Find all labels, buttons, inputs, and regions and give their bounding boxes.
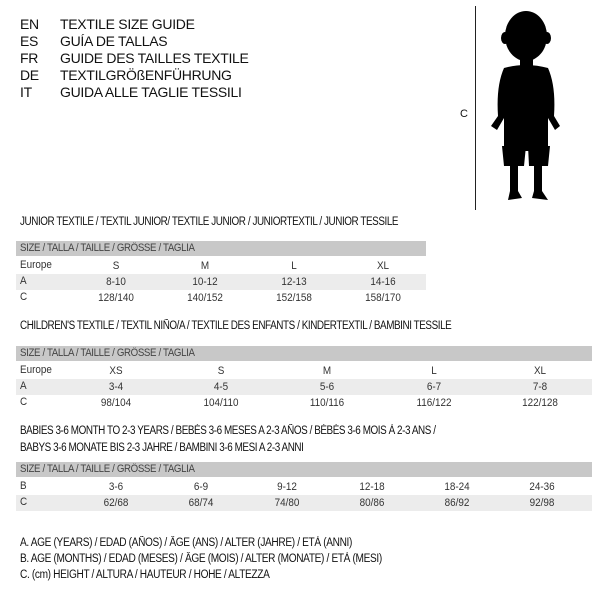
row-label: Europe (20, 364, 52, 376)
table-cell: 14-16 (370, 276, 396, 288)
lang-code: ES (20, 33, 39, 49)
row-label: A (20, 275, 27, 287)
table-row: B 3-6 6-9 9-12 12-18 18-24 24-36 (16, 479, 592, 495)
table-cell: 86/92 (444, 497, 470, 509)
table-cell: 6-9 (193, 481, 209, 493)
size-header-bar: SIZE / TALLA / TAILLE / GRÖSSE / TAGLIA (16, 462, 592, 477)
table-cell: 74/80 (274, 497, 300, 509)
size-header-label: SIZE / TALLA / TAILLE / GRÖSSE / TAGLIA (20, 242, 195, 254)
babies-section-title: BABIES 3-6 MONTH TO 2-3 YEARS / BEBÉS 3-… (20, 425, 436, 437)
table-cell: 18-24 (444, 481, 470, 493)
table-cell: L (291, 260, 297, 272)
lang-title: GUIDA ALLE TAGLIE TESSILI (60, 84, 242, 100)
legend-a: A. AGE (YEARS) / EDAD (AÑOS) / ÂGE (ANS)… (20, 537, 353, 549)
table-cell: 80/86 (359, 497, 385, 509)
table-row: A 8-10 10-12 12-13 14-16 (16, 274, 426, 290)
table-row: C 128/140 140/152 152/158 158/170 (16, 290, 426, 306)
height-label: C (460, 108, 468, 120)
size-header-label: SIZE / TALLA / TAILLE / GRÖSSE / TAGLIA (20, 347, 195, 359)
table-cell: 3-6 (108, 481, 124, 493)
legend-c: C. (cm) HEIGHT / ALTURA / HAUTEUR / HÖHE… (20, 569, 270, 581)
table-cell: 7-8 (532, 381, 548, 393)
table-cell: S (112, 260, 120, 272)
table-cell: 12-18 (359, 481, 385, 493)
table-cell: 68/74 (188, 497, 214, 509)
table-cell: 62/68 (103, 497, 129, 509)
row-label: C (20, 396, 28, 408)
table-cell: 12-13 (281, 276, 307, 288)
babies-section-title-line2: BABYS 3-6 MONATE BIS 2-3 JAHRE / BAMBINI… (20, 442, 304, 454)
lang-code: IT (20, 84, 32, 100)
row-label: Europe (20, 259, 52, 271)
table-cell: 92/98 (529, 497, 555, 509)
child-silhouette-icon (491, 11, 560, 200)
table-row: C 98/104 104/110 110/116 116/122 122/128 (16, 395, 592, 411)
table-cell: 10-12 (192, 276, 218, 288)
lang-code: FR (20, 50, 39, 66)
table-cell: S (217, 365, 225, 377)
lang-title: TEXTILGRÖßENFÜHRUNG (60, 67, 232, 83)
lang-title: GUÍA DE TALLAS (60, 33, 168, 49)
table-cell: 9-12 (277, 481, 297, 493)
row-label: C (20, 291, 28, 303)
table-cell: XL (533, 365, 547, 377)
table-cell: 140/152 (187, 292, 223, 304)
table-cell: 6-7 (426, 381, 442, 393)
table-cell: XL (376, 260, 390, 272)
size-header-bar: SIZE / TALLA / TAILLE / GRÖSSE / TAGLIA (16, 241, 426, 256)
row-label: C (20, 496, 28, 508)
table-cell: 158/170 (365, 292, 401, 304)
table-cell: 110/116 (309, 397, 345, 409)
lang-code: DE (20, 67, 39, 83)
table-cell: L (431, 365, 437, 377)
table-cell: 152/158 (276, 292, 312, 304)
legend-b: B. AGE (MONTHS) / EDAD (MESES) / ÂGE (MO… (20, 553, 382, 565)
table-cell: 104/110 (203, 397, 239, 409)
table-cell: M (322, 365, 332, 377)
row-label: A (20, 380, 27, 392)
children-section-title: CHILDREN'S TEXTILE / TEXTIL NIÑO/A / TEX… (20, 320, 452, 332)
size-header-bar: SIZE / TALLA / TAILLE / GRÖSSE / TAGLIA (16, 346, 592, 361)
table-cell: 98/104 (100, 397, 132, 409)
size-header-label: SIZE / TALLA / TAILLE / GRÖSSE / TAGLIA (20, 463, 195, 475)
table-cell: 8-10 (106, 276, 126, 288)
lang-title: TEXTILE SIZE GUIDE (60, 16, 195, 32)
table-row: C 62/68 68/74 74/80 80/86 86/92 92/98 (16, 495, 592, 511)
table-cell: 4-5 (213, 381, 229, 393)
table-cell: M (200, 260, 210, 272)
junior-section-title: JUNIOR TEXTILE / TEXTIL JUNIOR/ TEXTILE … (20, 216, 399, 228)
table-cell: 116/122 (416, 397, 452, 409)
table-cell: 5-6 (319, 381, 335, 393)
table-row: Europe XS S M L XL (16, 363, 592, 379)
table-row: Europe S M L XL (16, 258, 426, 274)
table-row: A 3-4 4-5 5-6 6-7 7-8 (16, 379, 592, 395)
row-label: B (20, 480, 27, 492)
lang-code: EN (20, 16, 39, 32)
table-cell: 24-36 (529, 481, 555, 493)
height-line (475, 6, 476, 210)
lang-title: GUIDE DES TAILLES TEXTILE (60, 50, 249, 66)
table-cell: 122/128 (522, 397, 558, 409)
table-cell: 128/140 (98, 292, 134, 304)
table-cell: XS (109, 365, 123, 377)
table-cell: 3-4 (108, 381, 124, 393)
